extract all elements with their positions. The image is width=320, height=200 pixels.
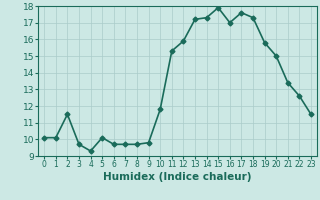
X-axis label: Humidex (Indice chaleur): Humidex (Indice chaleur)	[103, 172, 252, 182]
